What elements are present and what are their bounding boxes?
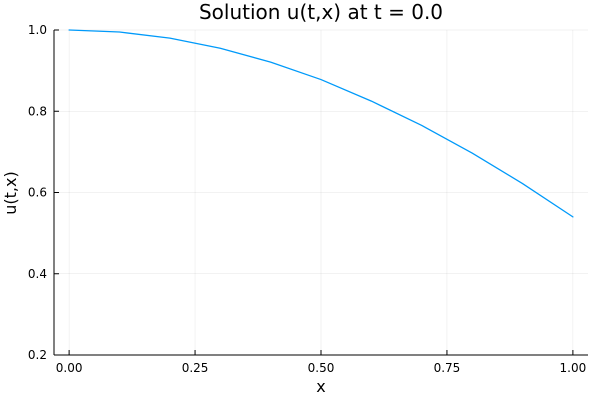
x-axis-label: x [316, 377, 325, 396]
y-axis-label: u(t,x) [1, 171, 20, 214]
x-tick-label: 0.50 [308, 361, 335, 375]
y-tick-label: 0.8 [28, 104, 47, 118]
grid [54, 29, 588, 356]
y-tick-label: 1.0 [28, 23, 47, 37]
x-tick-label: 0.25 [182, 361, 209, 375]
ticks: 0.00 0.25 0.50 0.75 1.00 0.2 0.4 0.6 0.8 1.0 [28, 23, 586, 375]
x-tick-label: 0.00 [56, 361, 83, 375]
y-tick-label: 0.2 [28, 348, 47, 362]
series-line [68, 29, 574, 218]
x-tick-label: 1.00 [560, 361, 587, 375]
x-tick-label: 0.75 [434, 361, 461, 375]
series-layer [68, 29, 574, 218]
y-tick-label: 0.4 [28, 267, 47, 281]
y-tick-label: 0.6 [28, 186, 47, 200]
chart-title: Solution u(t,x) at t = 0.0 [199, 0, 443, 24]
